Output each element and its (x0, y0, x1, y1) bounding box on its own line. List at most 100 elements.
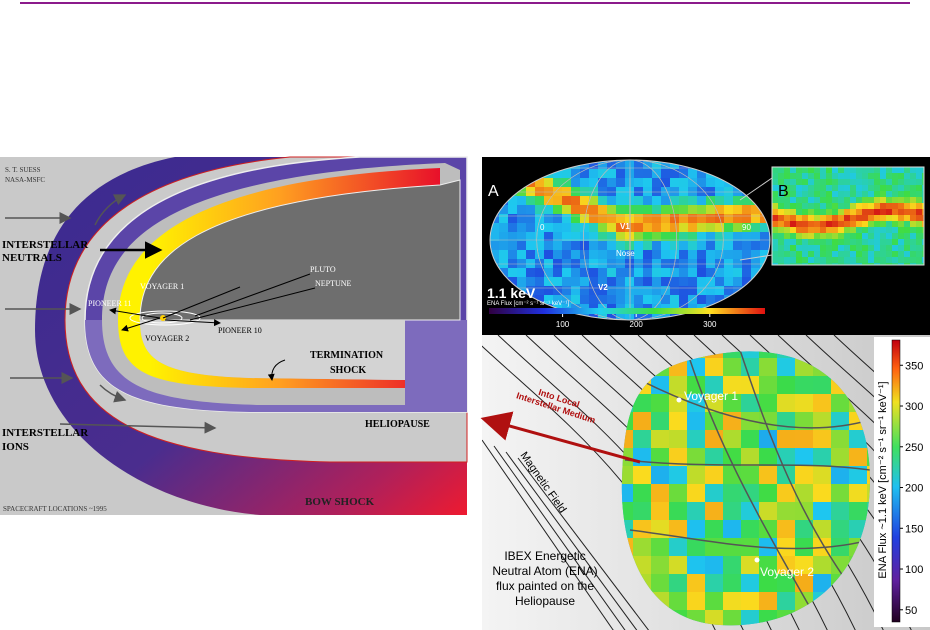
mosaic-cell (652, 214, 662, 224)
mosaic-cell (778, 179, 785, 186)
mosaic-cell (922, 257, 924, 264)
mosaic-cell (814, 173, 821, 180)
mosaic-cell (651, 484, 670, 503)
mosaic-cell (826, 185, 833, 192)
mosaic-cell (490, 241, 500, 251)
mosaic-cell (706, 205, 716, 215)
mosaic-cell (898, 221, 905, 228)
mosaic-cell (571, 286, 581, 296)
mosaic-cell (652, 205, 662, 215)
mosaic-cell (814, 197, 821, 204)
mosaic-cell (669, 412, 688, 431)
mosaic-cell (898, 233, 905, 240)
mosaic-cell (759, 520, 778, 539)
mosaic-cell (844, 221, 851, 228)
mosaic-cell (634, 241, 644, 251)
mosaic-cell (634, 268, 644, 278)
mosaic-cell (571, 196, 581, 206)
mosaic-cell (589, 160, 599, 170)
mosaic-cell (898, 257, 905, 264)
mosaic-cell (892, 209, 899, 216)
mosaic-cell (772, 185, 779, 192)
mosaic-cell (777, 430, 796, 449)
mosaic-cell (808, 251, 815, 258)
mosaic-cell (880, 209, 887, 216)
mosaic-cell (589, 295, 599, 305)
mosaic-cell (904, 245, 911, 252)
mosaic-cell (621, 484, 634, 503)
mosaic-cell (652, 295, 662, 305)
mosaic-cell (589, 178, 599, 188)
mosaic-cell (808, 227, 815, 234)
mosaic-cell (814, 263, 821, 265)
mosaic-cell (490, 250, 500, 260)
mosaic-cell (795, 412, 814, 431)
mosaic-cell (571, 214, 581, 224)
mosaic-cell (868, 239, 875, 246)
trajectory (164, 319, 221, 327)
field-line (833, 335, 930, 424)
field-line (505, 451, 638, 630)
mosaic-cell (634, 160, 644, 170)
mosaic-cell (874, 185, 881, 192)
mosaic-cell (499, 250, 509, 260)
mosaic-cell (886, 233, 893, 240)
mosaic-cell (724, 196, 734, 206)
mosaic-cell (633, 466, 652, 485)
mosaic-cell (706, 295, 716, 305)
mosaic-cell (802, 185, 809, 192)
colorbar-tick-label: 100 (905, 564, 923, 576)
mosaic-cell (633, 538, 652, 557)
mosaic-cell (661, 268, 671, 278)
mosaic-cell (723, 351, 742, 359)
mosaic-cell (862, 245, 869, 252)
mosaic-cell (832, 179, 839, 186)
mosaic-cell (838, 263, 845, 265)
mosaic-cell (490, 223, 500, 233)
mosaic-cell (886, 263, 893, 265)
mosaic-cell (715, 223, 725, 233)
mosaic-cell (820, 233, 827, 240)
mosaic-cell (838, 179, 845, 186)
mosaic-cell (790, 203, 797, 210)
mosaic-cell (706, 196, 716, 206)
mosaic-cell (661, 160, 671, 170)
mosaic-cell (679, 169, 689, 179)
mosaic-cell (808, 197, 815, 204)
mosaic-cell (705, 412, 724, 431)
mosaic-cell (802, 245, 809, 252)
mosaic-cell (706, 232, 716, 242)
mosaic-cell (705, 502, 724, 521)
mosaic-cell (910, 179, 917, 186)
mosaic-cell (724, 223, 734, 233)
mosaic-cell (862, 209, 869, 216)
mosaic-cell (697, 295, 707, 305)
mosaic-cell (856, 233, 863, 240)
label: IONS (2, 441, 29, 453)
mosaic-cell (814, 215, 821, 222)
mosaic-cell (706, 178, 716, 188)
mosaic-cell (607, 214, 617, 224)
mosaic-cell (571, 223, 581, 233)
mosaic-cell (621, 466, 634, 485)
mosaic-cell (651, 430, 670, 449)
mosaic-cell (742, 232, 752, 242)
mosaic-cell (910, 185, 917, 192)
mosaic-cell (867, 466, 870, 485)
mosaic-cell (651, 412, 670, 431)
mosaic-cell (616, 250, 626, 260)
mosaic-cell (838, 257, 845, 264)
mosaic-cell (802, 191, 809, 198)
orbit (129, 310, 201, 326)
mosaic-cell (784, 263, 791, 265)
mosaic-cell (526, 268, 536, 278)
mosaic-cell (508, 205, 518, 215)
mosaic-cell (772, 221, 779, 228)
mosaic-cell (813, 466, 832, 485)
mosaic-cell (741, 351, 760, 359)
mosaic-cell (802, 203, 809, 210)
mosaic-cell (874, 179, 881, 186)
mosaic-cell (820, 239, 827, 246)
mosaic-cell (705, 520, 724, 539)
